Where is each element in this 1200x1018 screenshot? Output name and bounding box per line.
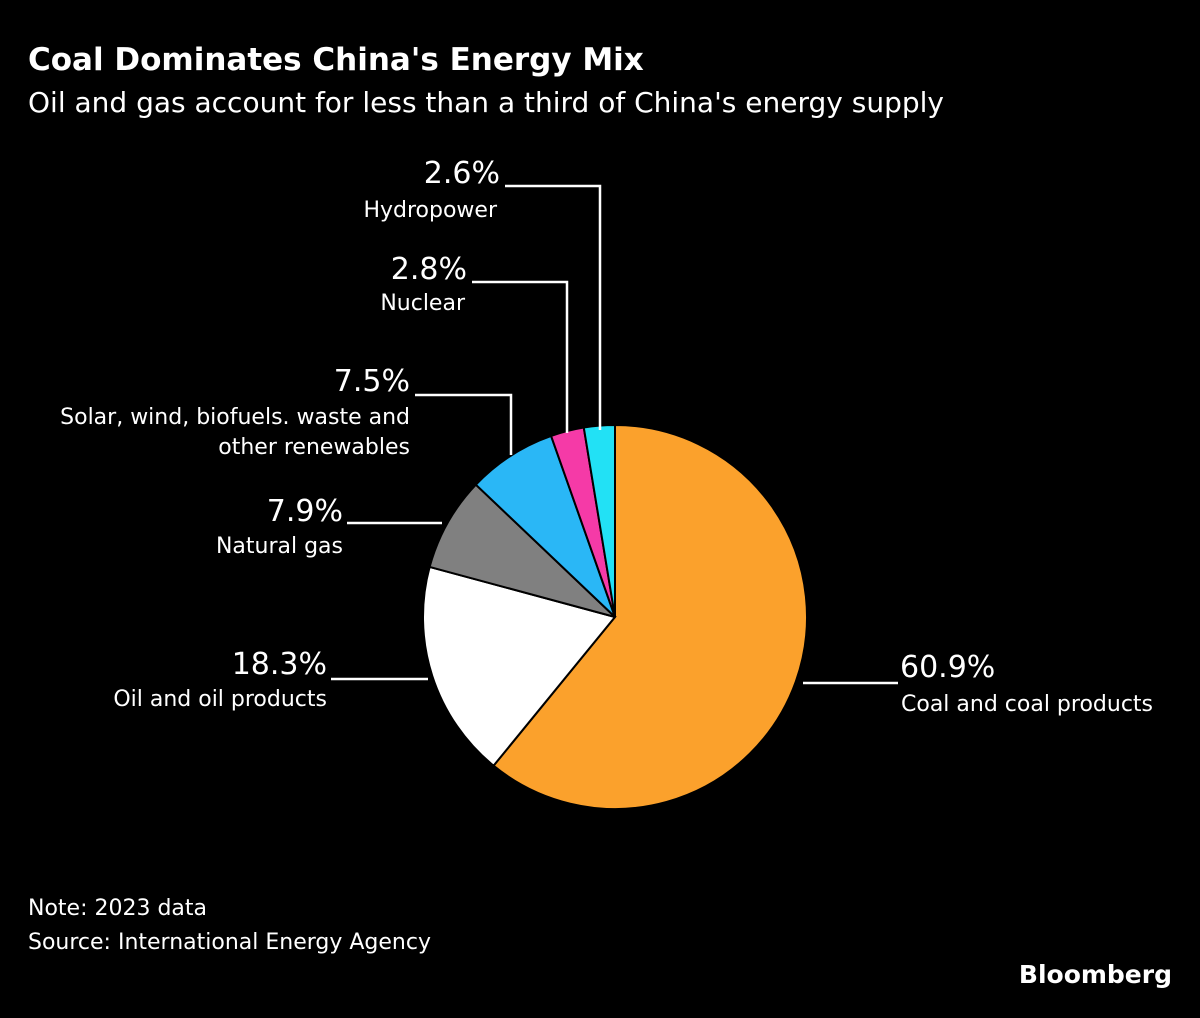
pie-slice-coal-and-coal-products bbox=[492, 423, 808, 810]
chart-title: Coal Dominates China's Energy Mix bbox=[28, 42, 644, 78]
data-label-natural-gas: Natural gas bbox=[215, 534, 343, 559]
leader-line-hydropower bbox=[505, 184, 602, 430]
bloomberg-logo: Bloomberg bbox=[1018, 960, 1172, 989]
data-label-natural-gas-value: 7.9% bbox=[266, 494, 343, 529]
data-label-oil: Oil and oil products bbox=[113, 687, 327, 712]
chart-source: Source: International Energy Agency bbox=[28, 930, 431, 955]
data-label-coal-value: 60.9% bbox=[900, 650, 996, 685]
data-label-hydropower-value: 2.6% bbox=[423, 156, 500, 191]
data-label-renewables-line1: Solar, wind, biofuels. waste and bbox=[60, 405, 410, 430]
pie-slice-oil-and-oil-products bbox=[422, 565, 617, 768]
data-label-coal: Coal and coal products bbox=[901, 692, 1154, 717]
data-label-hydropower: Hydropower bbox=[363, 198, 497, 223]
leader-line-nuclear bbox=[472, 280, 569, 433]
data-label-nuclear-value: 2.8% bbox=[390, 252, 467, 287]
data-label-oil-value: 18.3% bbox=[231, 647, 327, 682]
leader-line-renewables bbox=[415, 393, 513, 455]
pie-slice-natural-gas bbox=[428, 483, 616, 618]
data-label-renewables-line2: other renewables bbox=[218, 435, 410, 460]
chart-note: Note: 2023 data bbox=[28, 896, 208, 921]
data-label-renewables-value: 7.5% bbox=[333, 364, 410, 399]
data-label-nuclear: Nuclear bbox=[380, 291, 465, 316]
chart-subtitle: Oil and gas account for less than a thir… bbox=[28, 86, 944, 119]
